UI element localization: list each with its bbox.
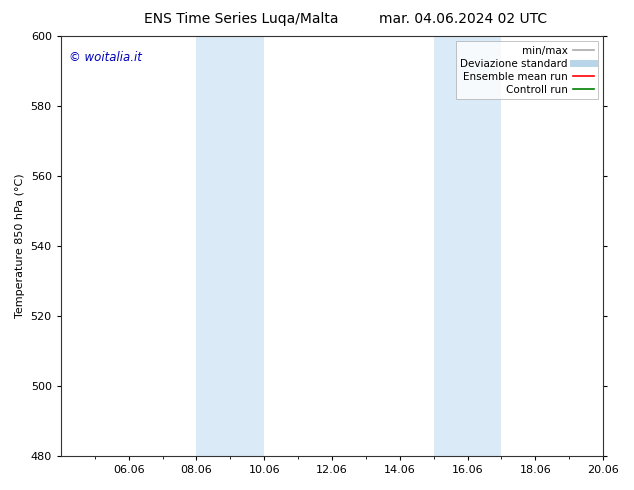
Text: ENS Time Series Luqa/Malta: ENS Time Series Luqa/Malta	[144, 12, 338, 26]
Legend: min/max, Deviazione standard, Ensemble mean run, Controll run: min/max, Deviazione standard, Ensemble m…	[456, 41, 598, 99]
Bar	[434, 36, 501, 456]
Bar	[197, 36, 264, 456]
Text: © woitalia.it: © woitalia.it	[69, 51, 142, 64]
Text: mar. 04.06.2024 02 UTC: mar. 04.06.2024 02 UTC	[378, 12, 547, 26]
Y-axis label: Temperature 850 hPa (°C): Temperature 850 hPa (°C)	[15, 174, 25, 318]
